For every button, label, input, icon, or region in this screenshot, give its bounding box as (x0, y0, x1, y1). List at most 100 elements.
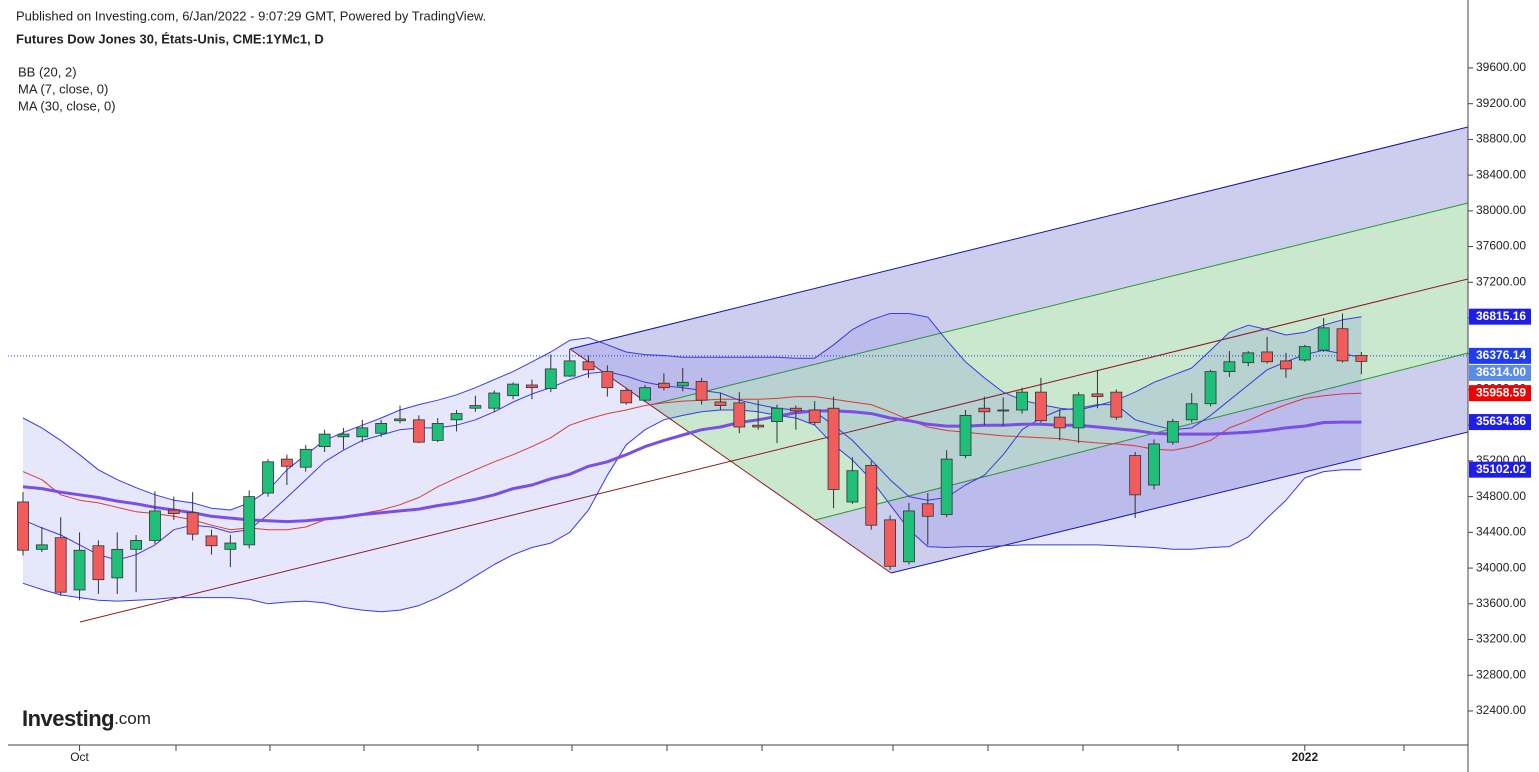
candle-body (827, 407, 840, 490)
candle-body (337, 433, 350, 438)
bollinger-band-fill (23, 313, 1362, 612)
candle-body (1016, 391, 1028, 411)
logo-brand: Investing (22, 706, 114, 731)
x-tick-label: Oct (70, 750, 89, 764)
chart-title: Futures Dow Jones 30, États-Unis, CME:1Y… (16, 31, 324, 46)
y-tick-label: 38400.00 (1476, 167, 1526, 181)
candle-body (771, 407, 783, 423)
pitchfork-inner-upper (649, 202, 1468, 406)
candle-body (997, 409, 1010, 412)
candle-body (394, 418, 406, 422)
candle-body (601, 371, 614, 389)
candle-body (921, 503, 934, 517)
y-tick-label: 34400.00 (1476, 525, 1526, 539)
price-marker-box (1469, 308, 1531, 325)
y-tick-label: 33200.00 (1476, 632, 1526, 646)
price-marker-box (1469, 347, 1531, 364)
candle-body (1355, 355, 1368, 362)
candle-body (431, 422, 444, 441)
candle-body (375, 422, 388, 434)
candle-body (412, 419, 425, 443)
candle-body (1148, 443, 1160, 486)
candle-body (639, 387, 651, 401)
candle-body (280, 458, 293, 467)
legend-entry: MA (30, close, 0) (18, 98, 116, 113)
candle-body (205, 535, 218, 547)
candle-body (1166, 421, 1179, 443)
y-tick-label: 34800.00 (1476, 489, 1526, 503)
candle-body (1072, 394, 1085, 429)
price-marker-label: 36815.16 (1476, 309, 1526, 323)
candle-body (884, 519, 896, 567)
candle-body (149, 510, 161, 541)
x-tick-label: 2022 (1291, 750, 1318, 764)
candle-body (488, 392, 501, 409)
y-tick-label: 32400.00 (1476, 703, 1526, 717)
candle-body (1091, 393, 1104, 398)
candle-body (262, 461, 274, 494)
candle-body (1223, 361, 1236, 372)
candle-body (224, 542, 237, 550)
candle-body (92, 545, 105, 581)
pitchfork-median (79, 278, 1468, 623)
price-marker-label: 36314.00 (1476, 365, 1526, 379)
logo-suffix: .com (114, 709, 151, 728)
pitchfork-inner-zone (650, 203, 1468, 520)
candle-body (846, 470, 859, 503)
y-tick-label: 37200.00 (1476, 274, 1526, 288)
candle-body (54, 537, 67, 593)
price-marker-box (1469, 461, 1531, 478)
pitchfork-upper-line (569, 126, 1468, 350)
price-marker-box (1469, 414, 1531, 431)
legend-entry: BB (20, 2) (18, 64, 77, 79)
time-axis-ticks (175, 745, 1405, 751)
candle-body (789, 407, 802, 412)
candle-body (1129, 455, 1142, 496)
y-tick-label: 38800.00 (1476, 132, 1526, 146)
candle-body (714, 401, 727, 406)
candle-body (865, 464, 878, 526)
candle-body (186, 512, 199, 535)
pitchfork-inner-lower (814, 352, 1468, 521)
price-marker-label: 35102.02 (1476, 462, 1526, 476)
candle-body (318, 433, 331, 448)
price-marker-label: 35634.86 (1476, 414, 1526, 428)
y-tick-label: 39200.00 (1476, 96, 1526, 110)
candle-body (1110, 391, 1123, 418)
bollinger-lower (22, 409, 1362, 613)
price-marker-box (1469, 385, 1531, 402)
legend-entry: MA (7, close, 0) (18, 81, 108, 96)
candle-body (544, 368, 557, 389)
y-tick-label: 37600.00 (1476, 239, 1526, 253)
candle-body (582, 361, 595, 371)
candle-body (978, 407, 991, 413)
logo: Investing.com (22, 706, 151, 731)
candle-body (17, 501, 29, 551)
pitchfork-lower-line (890, 431, 1468, 574)
candle-body (35, 544, 48, 550)
candle-body (1317, 327, 1330, 351)
price-marker-box (1469, 364, 1531, 381)
candle-body (469, 405, 482, 409)
y-tick-label: 32800.00 (1476, 667, 1526, 681)
candle-body (111, 548, 124, 579)
candle-body (73, 549, 86, 591)
candle-body (450, 413, 463, 421)
candle-body (299, 448, 312, 468)
y-tick-label: 39600.00 (1476, 60, 1526, 74)
candle-body (959, 414, 972, 456)
candle-body (1336, 328, 1349, 362)
y-tick-label: 34000.00 (1476, 560, 1526, 574)
plot-area (8, 313, 1468, 613)
candle-body (940, 458, 953, 515)
candle-body (1035, 391, 1047, 422)
candle-body (243, 496, 256, 546)
candle-body (1185, 403, 1198, 421)
candle-body (808, 409, 821, 423)
candle-body (658, 382, 670, 389)
candle-body (167, 509, 180, 515)
candle-body (1242, 352, 1255, 364)
pitchfork-pivot-line (569, 348, 892, 574)
